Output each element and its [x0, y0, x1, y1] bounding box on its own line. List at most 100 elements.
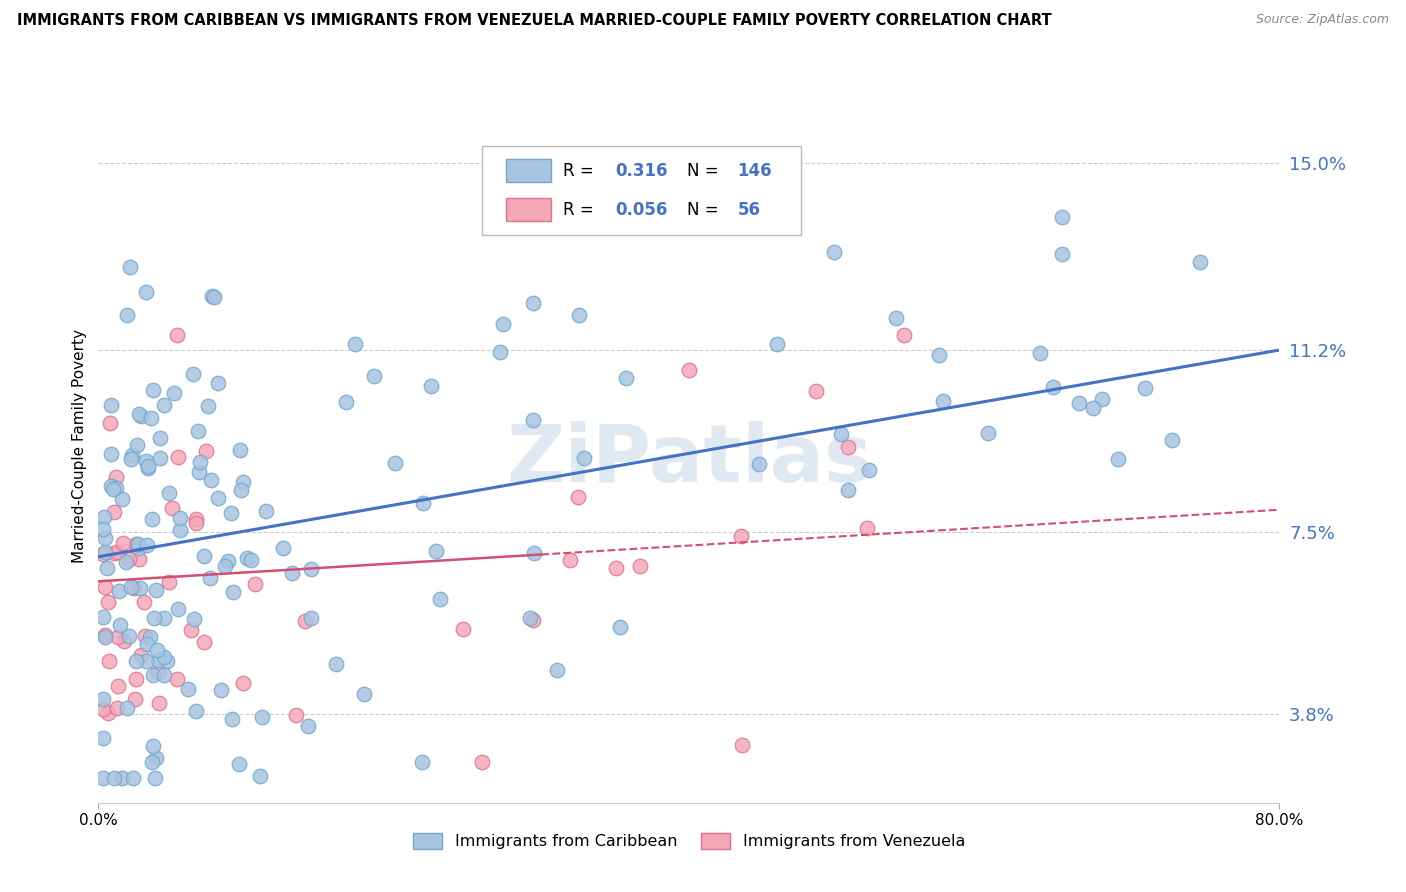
Point [105, 481, 128, 495]
Point [104, 469, 127, 483]
Point [523, 546, 546, 560]
Point [148, 696, 170, 710]
Point [107, 701, 129, 715]
Point [1135, 381, 1157, 395]
Point [425, 544, 447, 558]
Point [519, 611, 541, 625]
Point [103, 546, 125, 560]
Point [100, 479, 122, 493]
Point [335, 394, 357, 409]
Point [228, 443, 250, 458]
Point [281, 566, 304, 580]
Point [142, 739, 165, 753]
Point [837, 483, 859, 497]
Point [103, 505, 125, 519]
Y-axis label: Married-Couple Family Poverty: Married-Couple Family Poverty [72, 329, 87, 563]
Point [823, 245, 845, 260]
Point [136, 459, 159, 474]
Point [572, 451, 595, 466]
Point [186, 704, 208, 718]
Point [207, 376, 229, 390]
Point [451, 622, 474, 636]
Point [678, 363, 700, 377]
Point [616, 370, 638, 384]
Point [297, 719, 319, 733]
Text: 0.056: 0.056 [616, 201, 668, 219]
Legend: Immigrants from Caribbean, Immigrants from Venezuela: Immigrants from Caribbean, Immigrants fr… [406, 826, 972, 855]
Point [568, 308, 591, 322]
Point [135, 454, 157, 468]
Point [1108, 452, 1130, 467]
Point [160, 501, 183, 516]
Point [128, 581, 150, 595]
Text: Source: ZipAtlas.com: Source: ZipAtlas.com [1256, 13, 1389, 27]
Point [856, 521, 879, 535]
Point [94, 580, 117, 594]
Point [125, 438, 148, 452]
Point [412, 495, 434, 509]
Point [1161, 434, 1184, 448]
Point [1067, 395, 1090, 409]
Point [176, 681, 198, 696]
Point [184, 516, 207, 530]
Point [243, 577, 266, 591]
Text: 56: 56 [737, 201, 761, 219]
Point [1029, 345, 1052, 359]
Point [115, 555, 138, 569]
Point [167, 450, 190, 465]
Text: N =: N = [686, 161, 724, 179]
Point [419, 379, 441, 393]
Point [188, 455, 211, 469]
Point [232, 475, 254, 489]
Point [100, 398, 122, 412]
Point [139, 411, 162, 425]
Point [121, 448, 143, 462]
Point [141, 511, 163, 525]
Point [353, 687, 375, 701]
FancyBboxPatch shape [506, 198, 551, 221]
Point [103, 771, 125, 785]
Point [285, 707, 308, 722]
Point [197, 399, 219, 413]
Point [207, 491, 229, 505]
Point [830, 426, 852, 441]
Point [94, 545, 117, 559]
Point [325, 657, 347, 671]
Point [107, 631, 129, 645]
Text: 146: 146 [737, 161, 772, 179]
Point [299, 610, 322, 624]
Text: ZiPatlas: ZiPatlas [506, 421, 872, 500]
Point [91, 523, 114, 537]
Point [884, 311, 907, 326]
Point [522, 296, 544, 310]
Point [628, 559, 651, 574]
Point [101, 482, 124, 496]
Point [125, 655, 148, 669]
Point [141, 755, 163, 769]
Point [748, 457, 770, 471]
Point [193, 549, 215, 564]
Point [157, 486, 180, 500]
Point [157, 574, 180, 589]
Text: N =: N = [686, 201, 724, 219]
Point [250, 710, 273, 724]
Point [228, 757, 250, 772]
Point [166, 328, 188, 343]
Point [163, 386, 186, 401]
Point [135, 538, 157, 552]
Point [129, 648, 152, 663]
Point [91, 610, 114, 624]
Point [560, 553, 582, 567]
Point [893, 328, 915, 343]
Point [232, 676, 254, 690]
Point [765, 337, 787, 351]
Point [167, 601, 190, 615]
Point [236, 550, 259, 565]
Point [183, 612, 205, 626]
Point [148, 653, 170, 667]
Point [122, 771, 145, 785]
Point [146, 642, 169, 657]
Point [214, 558, 236, 573]
Point [184, 512, 207, 526]
Point [492, 318, 515, 332]
